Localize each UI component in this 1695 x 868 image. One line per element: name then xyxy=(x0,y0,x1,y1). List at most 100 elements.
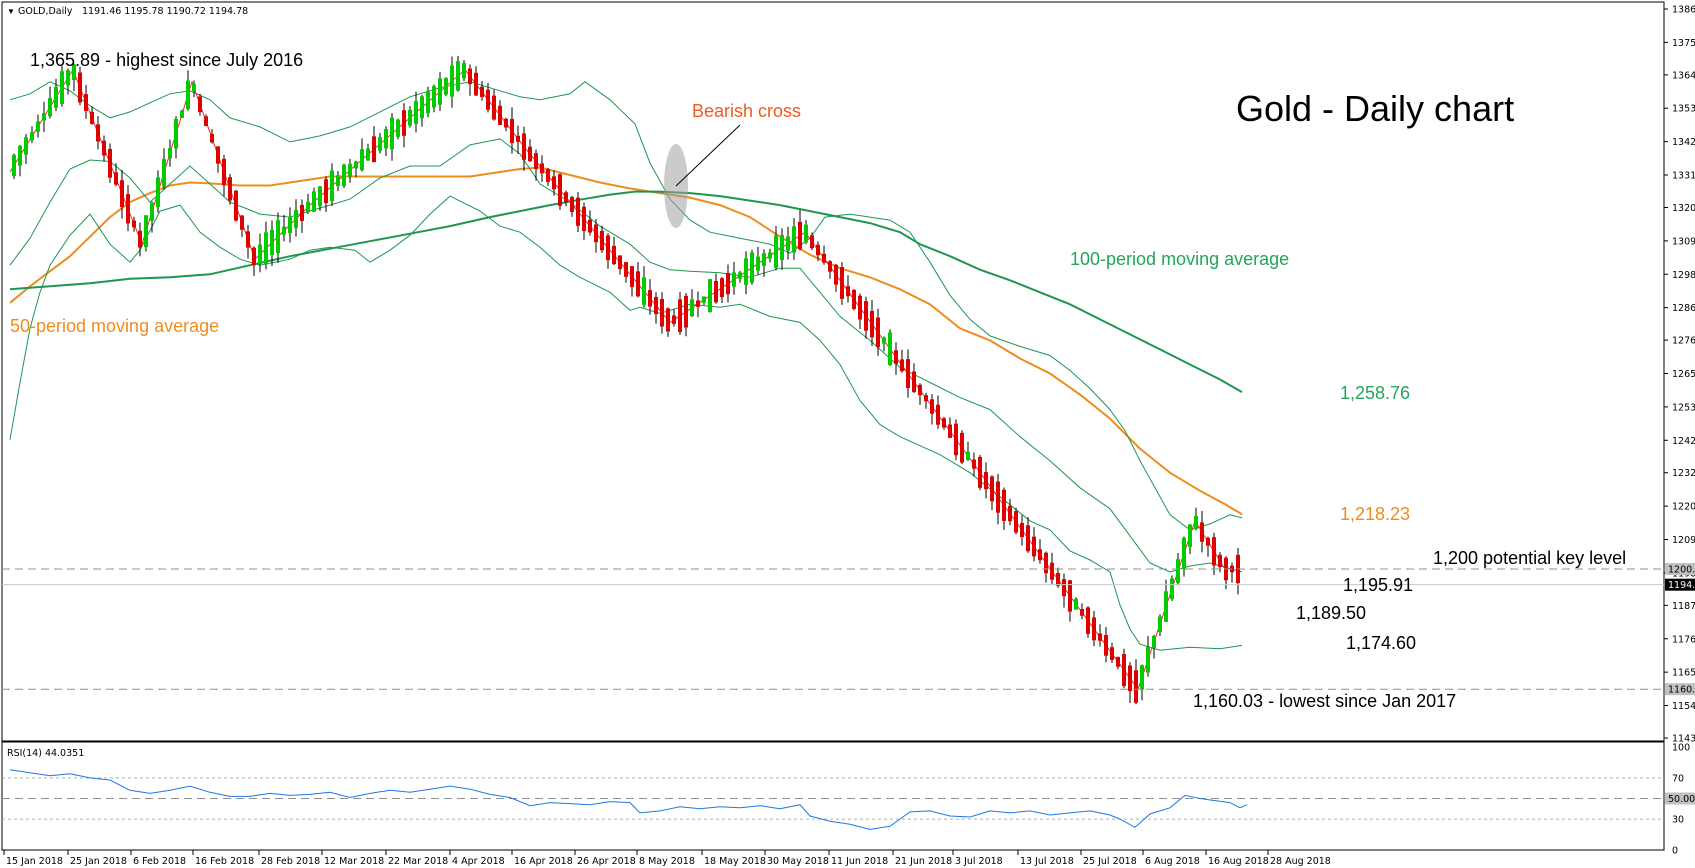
price-marker-label: 1200.00 xyxy=(1668,564,1695,575)
candle-body xyxy=(894,350,898,364)
time-tick-label: 16 Aug 2018 xyxy=(1208,856,1269,867)
candle-body xyxy=(216,146,220,164)
time-tick-label: 30 May 2018 xyxy=(767,856,829,867)
candle-body xyxy=(192,83,196,92)
candle-body xyxy=(852,289,856,309)
price-marker-label: 1160.03 xyxy=(1668,685,1695,696)
candle-body xyxy=(570,197,574,212)
candle-body xyxy=(876,317,880,348)
candle-body xyxy=(432,86,436,108)
candle-body xyxy=(168,148,172,159)
candle-body xyxy=(882,337,886,344)
window-menu-icon[interactable]: ▼ xyxy=(7,7,15,16)
price-tick-label: 1309.10 xyxy=(1672,236,1695,247)
candle-body xyxy=(1032,536,1036,557)
time-tick-label: 25 Jan 2018 xyxy=(70,856,127,867)
candle-body xyxy=(318,186,322,207)
candle-body xyxy=(306,201,310,213)
candle-body xyxy=(948,424,952,438)
candle-body xyxy=(108,148,112,178)
price-tick-label: 1375.10 xyxy=(1672,38,1695,49)
candle-body xyxy=(558,174,562,206)
time-tick-label: 13 Jul 2018 xyxy=(1020,856,1074,867)
candle-body xyxy=(732,272,736,287)
candle-body xyxy=(1134,670,1138,703)
candle-body xyxy=(864,301,868,331)
candle-body xyxy=(564,192,568,203)
candle-body xyxy=(510,118,514,144)
candle-body xyxy=(144,215,148,248)
candle-body xyxy=(408,109,412,126)
candle-body xyxy=(690,299,694,317)
price-marker-box xyxy=(1665,562,1695,575)
candle-body xyxy=(516,135,520,142)
candle-body xyxy=(102,140,106,156)
rsi-tick-label: 30 xyxy=(1672,815,1684,826)
candle-body xyxy=(1146,646,1150,673)
candle-body xyxy=(780,234,784,261)
time-tick-label: 21 Jun 2018 xyxy=(895,856,952,867)
candle-body xyxy=(1164,591,1168,622)
candle-body xyxy=(612,245,616,265)
candle-body xyxy=(684,295,688,328)
candle-body xyxy=(1122,654,1126,687)
candle-body xyxy=(720,278,724,298)
candle-body xyxy=(714,280,718,303)
price-tick-label: 1286.90 xyxy=(1672,303,1695,314)
candle-body xyxy=(588,219,592,233)
candle-body xyxy=(822,253,826,263)
candle-body xyxy=(90,111,94,124)
rsi-panel xyxy=(1,741,1665,851)
candle-body xyxy=(978,456,982,488)
candle-body xyxy=(78,72,82,103)
candle-body xyxy=(576,197,580,226)
candle-body xyxy=(954,423,958,456)
ohlc-readout: 1191.46 1195.78 1190.72 1194.78 xyxy=(82,6,248,17)
candle-body xyxy=(840,267,844,299)
price-tick-label: 1242.80 xyxy=(1672,436,1695,447)
candle-body xyxy=(486,89,490,110)
candle-body xyxy=(366,148,370,161)
candle-body xyxy=(972,459,976,469)
price-marker-box xyxy=(1665,683,1695,696)
price-tick-label: 1364.30 xyxy=(1672,70,1695,81)
candle-body xyxy=(1020,523,1024,538)
annotation-low-day: 1,189.50 xyxy=(1296,603,1366,623)
candle-body xyxy=(132,220,136,228)
candle-body xyxy=(276,220,280,253)
candle-body xyxy=(150,202,154,221)
annotation-close: 1,195.91 xyxy=(1343,575,1413,595)
annotation-ma100: 100-period moving average xyxy=(1070,249,1289,269)
candle-body xyxy=(30,132,34,141)
candle-body xyxy=(540,163,544,174)
candle-body xyxy=(1038,549,1042,561)
candle-body xyxy=(234,190,238,221)
candle-body xyxy=(702,296,706,303)
candle-body xyxy=(402,110,406,136)
candle-body xyxy=(1140,665,1144,690)
bollinger-band-line xyxy=(9,138,1243,573)
candle-body xyxy=(1044,552,1048,574)
time-tick-label: 16 Apr 2018 xyxy=(514,856,573,867)
time-tick-label: 15 Jan 2018 xyxy=(6,856,63,867)
candle-body xyxy=(648,290,652,307)
candle-body xyxy=(966,451,970,461)
time-tick-label: 8 May 2018 xyxy=(639,856,695,867)
candle-body xyxy=(924,395,928,402)
candle-body xyxy=(1002,489,1006,521)
price-tick-label: 1265.00 xyxy=(1672,369,1695,380)
price-tick-label: 1154.60 xyxy=(1672,701,1695,712)
price-marker-label: 1194.78 xyxy=(1668,580,1695,591)
candle-body xyxy=(1152,635,1156,649)
price-tick-label: 1187.90 xyxy=(1672,601,1695,612)
candle-body xyxy=(462,62,466,79)
candle-body xyxy=(384,129,388,149)
price-tick-label: 1165.70 xyxy=(1672,668,1695,679)
candle-body xyxy=(708,279,712,313)
candle-body xyxy=(354,161,358,169)
candle-body xyxy=(636,271,640,297)
bearish-cross-pointer xyxy=(675,124,741,187)
candle-body xyxy=(828,261,832,272)
candle-body xyxy=(210,133,214,143)
candle-body xyxy=(660,298,664,327)
